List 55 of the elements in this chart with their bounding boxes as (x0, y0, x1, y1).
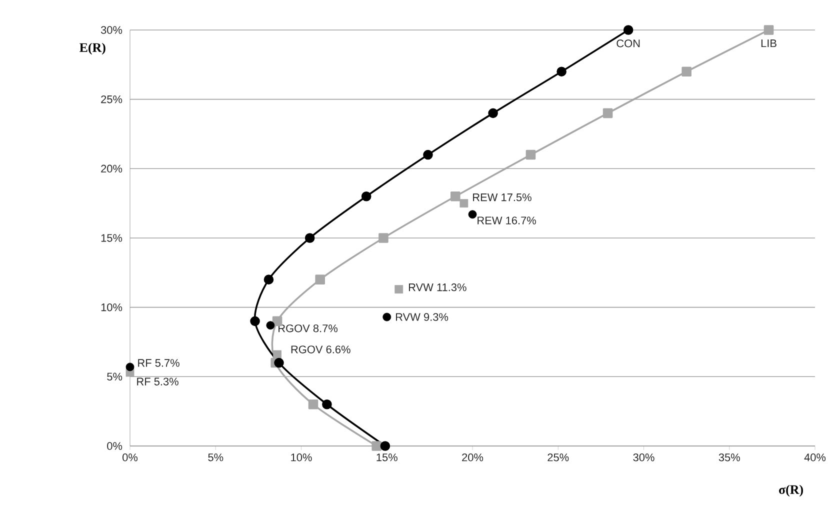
point (308, 399, 318, 410)
series-label: CON (616, 40, 640, 48)
point (380, 441, 390, 451)
annotation: RF 5.3% (137, 378, 178, 386)
point (266, 321, 275, 330)
x-tick-label: 35% (718, 454, 740, 462)
point (272, 316, 282, 326)
point (264, 274, 274, 284)
annotation: RF 5.7% (138, 359, 180, 367)
x-tick-label: 20% (462, 454, 484, 462)
point (556, 66, 566, 76)
point (623, 25, 634, 35)
x-tick-label: 5% (208, 454, 224, 462)
point (372, 441, 382, 451)
x-tick-label: 30% (633, 454, 654, 462)
point (126, 362, 134, 372)
point (602, 108, 613, 118)
y-tick-label: 30% (100, 26, 122, 34)
point (382, 312, 392, 322)
point (394, 285, 404, 294)
y-tick-label: 5% (107, 372, 122, 381)
y-axis-title: E(R) (80, 42, 106, 55)
point (526, 150, 536, 160)
y-tick-label: 20% (101, 164, 122, 173)
x-axis-title: σ(R) (779, 484, 803, 497)
x-tick-label: 40% (804, 454, 826, 462)
point (361, 191, 372, 202)
point (315, 274, 325, 284)
point (274, 358, 284, 368)
point (450, 191, 460, 202)
point (250, 316, 260, 326)
annotation: RGOV 6.6% (291, 346, 350, 354)
y-tick-label: 25% (101, 95, 122, 104)
x-tick-label: 15% (376, 454, 398, 462)
point (322, 399, 332, 410)
x-tick-label: 0% (122, 454, 138, 462)
x-tick-label: 25% (548, 454, 569, 462)
series-label: LIB (761, 40, 776, 48)
x-tick-label: 10% (291, 454, 312, 462)
y-tick-label: 15% (101, 234, 122, 242)
point (423, 150, 433, 160)
point (460, 199, 468, 208)
point (273, 350, 282, 359)
annotation: REW 17.5% (473, 193, 532, 202)
point (378, 233, 388, 243)
point (488, 108, 498, 118)
annotation: RVW 9.3% (396, 313, 448, 321)
annotation: RVW 11.3% (408, 283, 466, 292)
point (764, 25, 774, 35)
point (682, 66, 692, 76)
point (468, 210, 477, 219)
y-tick-label: 0% (107, 442, 122, 450)
annotation: REW 16.7% (478, 216, 536, 224)
point (304, 233, 315, 243)
y-tick-label: 10% (101, 303, 122, 312)
